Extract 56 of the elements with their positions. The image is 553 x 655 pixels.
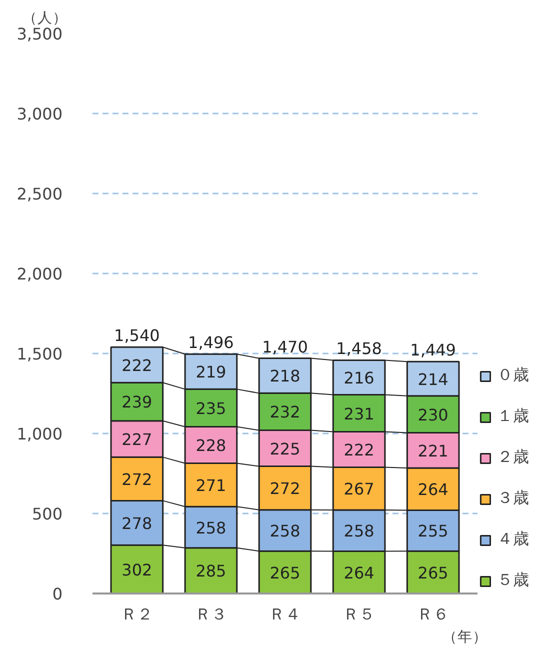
data-label: 222: [344, 440, 374, 460]
data-label: 264: [344, 563, 374, 582]
total-label: 1,470: [262, 337, 308, 356]
data-label: 230: [418, 405, 448, 424]
data-label: 258: [270, 521, 300, 540]
total-label: 1,540: [114, 326, 160, 346]
x-tick-label: Ｒ２: [120, 604, 153, 624]
data-label: 271: [196, 476, 226, 495]
data-label: 272: [270, 479, 300, 498]
y-tick-label: 1,000: [16, 424, 63, 444]
data-label: 264: [418, 480, 448, 500]
data-label: 265: [270, 563, 300, 582]
y-tick-label: 1,500: [16, 344, 63, 364]
data-label: 228: [196, 436, 226, 456]
x-axis-title: （年）: [442, 628, 488, 646]
y-tick-label: 500: [32, 504, 63, 524]
y-tick-label: 0: [52, 584, 63, 604]
y-tick-label: 3,500: [16, 24, 63, 44]
y-axis-title: （人）: [22, 10, 68, 26]
data-label: 302: [122, 560, 152, 580]
x-tick-label: Ｒ４: [269, 604, 301, 624]
data-label: 221: [418, 441, 448, 460]
x-tick-label: Ｒ６: [417, 604, 450, 624]
legend-label: ０歳: [497, 365, 529, 386]
y-tick-label: 2,500: [16, 184, 63, 204]
legend-label: ２歳: [497, 447, 529, 468]
data-label: 216: [344, 368, 374, 388]
total-label: 1,496: [188, 333, 234, 352]
y-tick-label: 2,000: [16, 264, 63, 284]
data-label: 278: [122, 514, 152, 533]
legend-label: ３歳: [497, 488, 529, 509]
data-label: 222: [122, 356, 152, 375]
total-label: 1,449: [410, 340, 456, 360]
data-label: 239: [122, 392, 152, 412]
legend-label: １歳: [497, 406, 529, 427]
total-label: 1,458: [336, 339, 382, 358]
data-label: 232: [270, 402, 300, 422]
data-label: 267: [344, 480, 374, 499]
data-label: 218: [270, 366, 300, 386]
data-label: 258: [196, 518, 226, 538]
legend-label: ５歳: [497, 570, 529, 591]
y-tick-label: 3,000: [16, 104, 63, 124]
x-tick-label: Ｒ５: [343, 604, 376, 624]
data-label: 227: [122, 430, 152, 450]
data-label: 255: [418, 522, 448, 541]
data-label: 225: [270, 439, 300, 458]
data-label: 265: [418, 563, 448, 582]
x-tick-label: Ｒ３: [194, 604, 227, 624]
data-label: 285: [196, 562, 226, 581]
data-label: 231: [344, 404, 374, 424]
data-label: 258: [344, 522, 374, 541]
data-label: 214: [418, 370, 448, 389]
data-label: 235: [196, 398, 226, 418]
legend-label: ４歳: [497, 529, 529, 550]
data-label: 272: [122, 470, 152, 489]
data-label: 219: [196, 362, 226, 382]
